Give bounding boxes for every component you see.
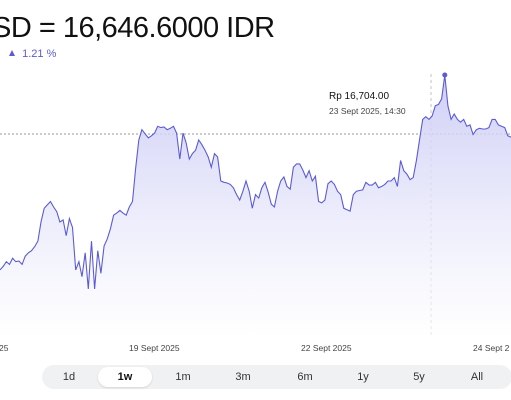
range-button-1m[interactable]: 1m xyxy=(175,371,191,383)
up-arrow-icon xyxy=(9,50,16,57)
range-button-1y[interactable]: 1y xyxy=(357,371,369,383)
tooltip-date: 23 Sept 2025, 14:30 xyxy=(329,106,406,116)
range-button-5y[interactable]: 5y xyxy=(413,371,425,383)
range-button-all[interactable]: All xyxy=(470,371,484,383)
x-axis-label: 19 Sept 2025 xyxy=(129,343,180,353)
range-button-1d[interactable]: 1d xyxy=(62,371,76,383)
x-axis-label: 25 xyxy=(0,343,9,353)
price-line xyxy=(0,74,511,290)
range-button-1w[interactable]: 1w xyxy=(98,367,152,387)
change-percent: 1.21 % xyxy=(22,48,57,60)
tooltip-price: Rp 16,704.00 xyxy=(329,91,390,102)
peak-marker xyxy=(442,72,448,78)
time-range-selector: 1d 1w 1m 3m 6m 1y 5y All xyxy=(42,365,511,389)
price-chart[interactable] xyxy=(0,60,511,350)
x-axis-label: 22 Sept 2025 xyxy=(301,343,352,353)
area-fill xyxy=(0,75,511,338)
x-axis-label: 24 Sept 2 xyxy=(473,343,510,353)
range-button-6m[interactable]: 6m xyxy=(297,371,313,383)
change-row: 1.21 % xyxy=(0,48,56,60)
range-button-3m[interactable]: 3m xyxy=(235,371,251,383)
exchange-rate-title: SD = 16,646.6000 IDR xyxy=(0,12,275,44)
